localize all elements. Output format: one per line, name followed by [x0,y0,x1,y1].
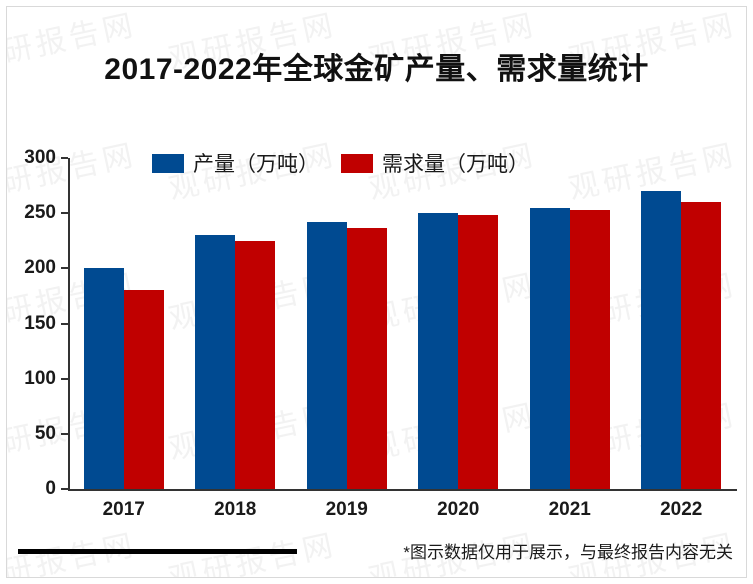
y-axis-tick [61,488,68,490]
legend-item-production[interactable]: 产量（万吨） [152,148,319,178]
y-axis-tick [61,267,68,270]
bar-production-2022[interactable] [641,191,682,489]
y-axis-tick [61,432,68,435]
x-axis-tick-label: 2021 [548,499,591,520]
y-axis-tick-label: 0 [45,478,56,499]
bar-production-2018[interactable] [195,235,236,489]
legend-label-production: 产量（万吨） [193,153,319,176]
y-axis-tick-label: 300 [24,147,56,168]
bar-production-2020[interactable] [418,213,459,489]
footnote-text: *图示数据仅用于展示，与最终报告内容无关 [403,543,733,562]
x-axis-tick-label: 2019 [325,499,368,520]
legend-swatch-production [152,153,184,173]
y-axis-tick-label: 100 [24,367,56,389]
bar-demand-2017[interactable] [123,290,164,489]
bar-production-2017[interactable] [83,268,124,489]
x-axis-tick-label: 2022 [660,499,703,520]
y-axis-tick-label: 150 [24,312,56,334]
plot-area: 0 50 100 150 200 250 300 2017 2018 2019 2020 2021 20… [24,147,737,520]
footer-divider [18,549,297,554]
y-axis-tick [61,212,68,215]
y-axis-line [68,158,70,489]
bar-demand-2019[interactable] [346,227,387,489]
y-axis-tick [61,377,68,380]
x-axis-line [68,489,737,491]
x-axis-tick-label: 2017 [102,499,145,520]
y-axis-tick-label: 250 [24,202,56,224]
x-axis-tick-label: 2020 [437,499,480,520]
bar-demand-2020[interactable] [458,215,499,489]
bar-demand-2022[interactable] [681,202,722,489]
y-axis-tick-label: 50 [34,422,56,444]
bar-production-2021[interactable] [529,207,570,489]
bar-demand-2021[interactable] [569,209,610,489]
chart-title: 2017-2022年全球金矿产量、需求量统计 [104,53,649,86]
legend-swatch-demand [341,153,373,173]
bar-production-2019[interactable] [306,222,347,489]
chart-legend: 产量（万吨） 需求量（万吨） [152,148,529,178]
legend-item-demand[interactable]: 需求量（万吨） [341,148,529,178]
y-axis-tick [61,322,68,325]
x-axis-tick-label: 2018 [214,499,257,520]
legend-label-demand: 需求量（万吨） [382,153,529,176]
y-axis-tick [61,157,68,159]
y-axis-tick-label: 200 [24,257,56,279]
bar-demand-2018[interactable] [235,240,276,489]
